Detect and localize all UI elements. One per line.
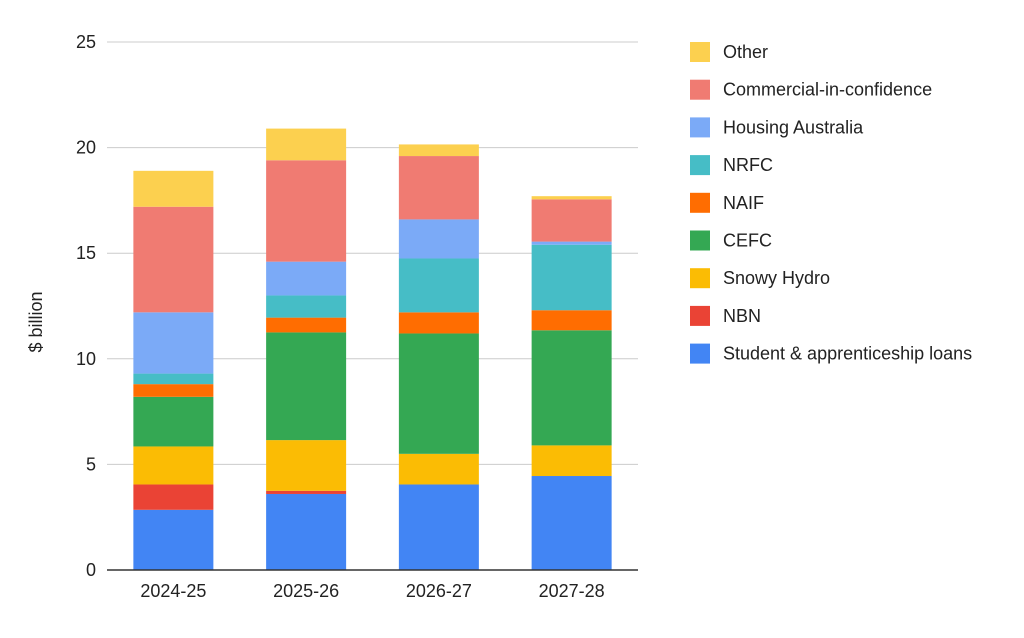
bar-segment[interactable] — [398, 219, 479, 259]
bar-segment[interactable] — [398, 333, 479, 454]
bar-segment[interactable] — [266, 128, 347, 161]
bar-segment[interactable] — [398, 144, 479, 157]
bar-segment[interactable] — [398, 312, 479, 334]
legend: Other Commercial-in-confidence Housing Aus… — [690, 42, 972, 364]
legend-swatch — [690, 42, 710, 62]
bar-segment[interactable] — [531, 445, 612, 477]
bar-segment[interactable] — [531, 476, 612, 570]
bar-segment[interactable] — [398, 156, 479, 220]
y-tick-label: 15 — [76, 243, 96, 263]
y-tick-label: 25 — [76, 32, 96, 52]
axes: 0 5 10 15 20 25 2024-25 2025-26 2026-27 2027-28 — [76, 32, 638, 601]
legend-label: Snowy Hydro — [723, 268, 830, 288]
bars — [133, 128, 612, 570]
y-tick-label: 0 — [86, 560, 96, 580]
y-tick-label: 10 — [76, 349, 96, 369]
bar-segment[interactable] — [133, 484, 214, 510]
bar-segment[interactable] — [531, 196, 612, 200]
bar-segment[interactable] — [266, 317, 347, 333]
bar-segment[interactable] — [133, 170, 214, 207]
legend-item[interactable]: Student & apprenticeship loans — [690, 343, 972, 364]
legend-label: Other — [723, 42, 768, 62]
x-tick-label: 2025-26 — [273, 581, 339, 601]
bar-segment[interactable] — [133, 509, 214, 570]
legend-item[interactable]: Housing Australia — [690, 117, 864, 138]
x-tick-label: 2027-28 — [539, 581, 605, 601]
y-tick-label: 20 — [76, 138, 96, 158]
bar-segment[interactable] — [133, 206, 214, 313]
bar-segment[interactable] — [266, 261, 347, 296]
legend-label: CEFC — [723, 231, 772, 251]
bar-segment[interactable] — [398, 258, 479, 313]
legend-swatch — [690, 268, 710, 289]
bar-segment[interactable] — [531, 310, 612, 331]
legend-item[interactable]: Snowy Hydro — [690, 268, 830, 289]
bar-segment[interactable] — [133, 373, 214, 385]
bar-segment[interactable] — [398, 484, 479, 570]
legend-item[interactable]: Commercial-in-confidence — [690, 79, 932, 100]
bar-segment[interactable] — [266, 490, 347, 494]
legend-swatch — [690, 343, 710, 364]
bar-segment[interactable] — [133, 312, 214, 374]
x-tick-label: 2024-25 — [140, 581, 206, 601]
bar-segment[interactable] — [133, 446, 214, 485]
legend-item[interactable]: NRFC — [690, 155, 773, 176]
bar-segment[interactable] — [531, 241, 612, 245]
legend-label: NAIF — [723, 193, 764, 213]
legend-swatch — [690, 230, 710, 251]
legend-item[interactable]: Other — [690, 42, 768, 62]
legend-item[interactable]: NBN — [690, 305, 761, 326]
legend-label: Commercial-in-confidence — [723, 80, 932, 100]
y-axis-title: $ billion — [26, 291, 46, 352]
legend-item[interactable]: CEFC — [690, 230, 772, 251]
legend-label: Housing Australia — [723, 117, 864, 137]
legend-label: NBN — [723, 306, 761, 326]
bar-segment[interactable] — [531, 244, 612, 311]
x-tick-label: 2026-27 — [406, 581, 472, 601]
bar-segment[interactable] — [531, 199, 612, 242]
bar-segment[interactable] — [398, 453, 479, 485]
legend-label: Student & apprenticeship loans — [723, 344, 972, 364]
bar-segment[interactable] — [266, 440, 347, 491]
legend-swatch — [690, 79, 710, 100]
y-tick-label: 5 — [86, 454, 96, 474]
bar-segment[interactable] — [531, 330, 612, 446]
legend-swatch — [690, 155, 710, 176]
legend-label: NRFC — [723, 155, 773, 175]
legend-swatch — [690, 192, 710, 213]
bar-segment[interactable] — [266, 493, 347, 570]
bar-segment[interactable] — [133, 384, 214, 397]
bar-segment[interactable] — [266, 332, 347, 441]
bar-segment[interactable] — [266, 160, 347, 262]
legend-item[interactable]: NAIF — [690, 192, 764, 213]
legend-swatch — [690, 305, 710, 326]
bar-segment[interactable] — [266, 295, 347, 318]
bar-segment[interactable] — [133, 396, 214, 447]
legend-swatch — [690, 117, 710, 138]
